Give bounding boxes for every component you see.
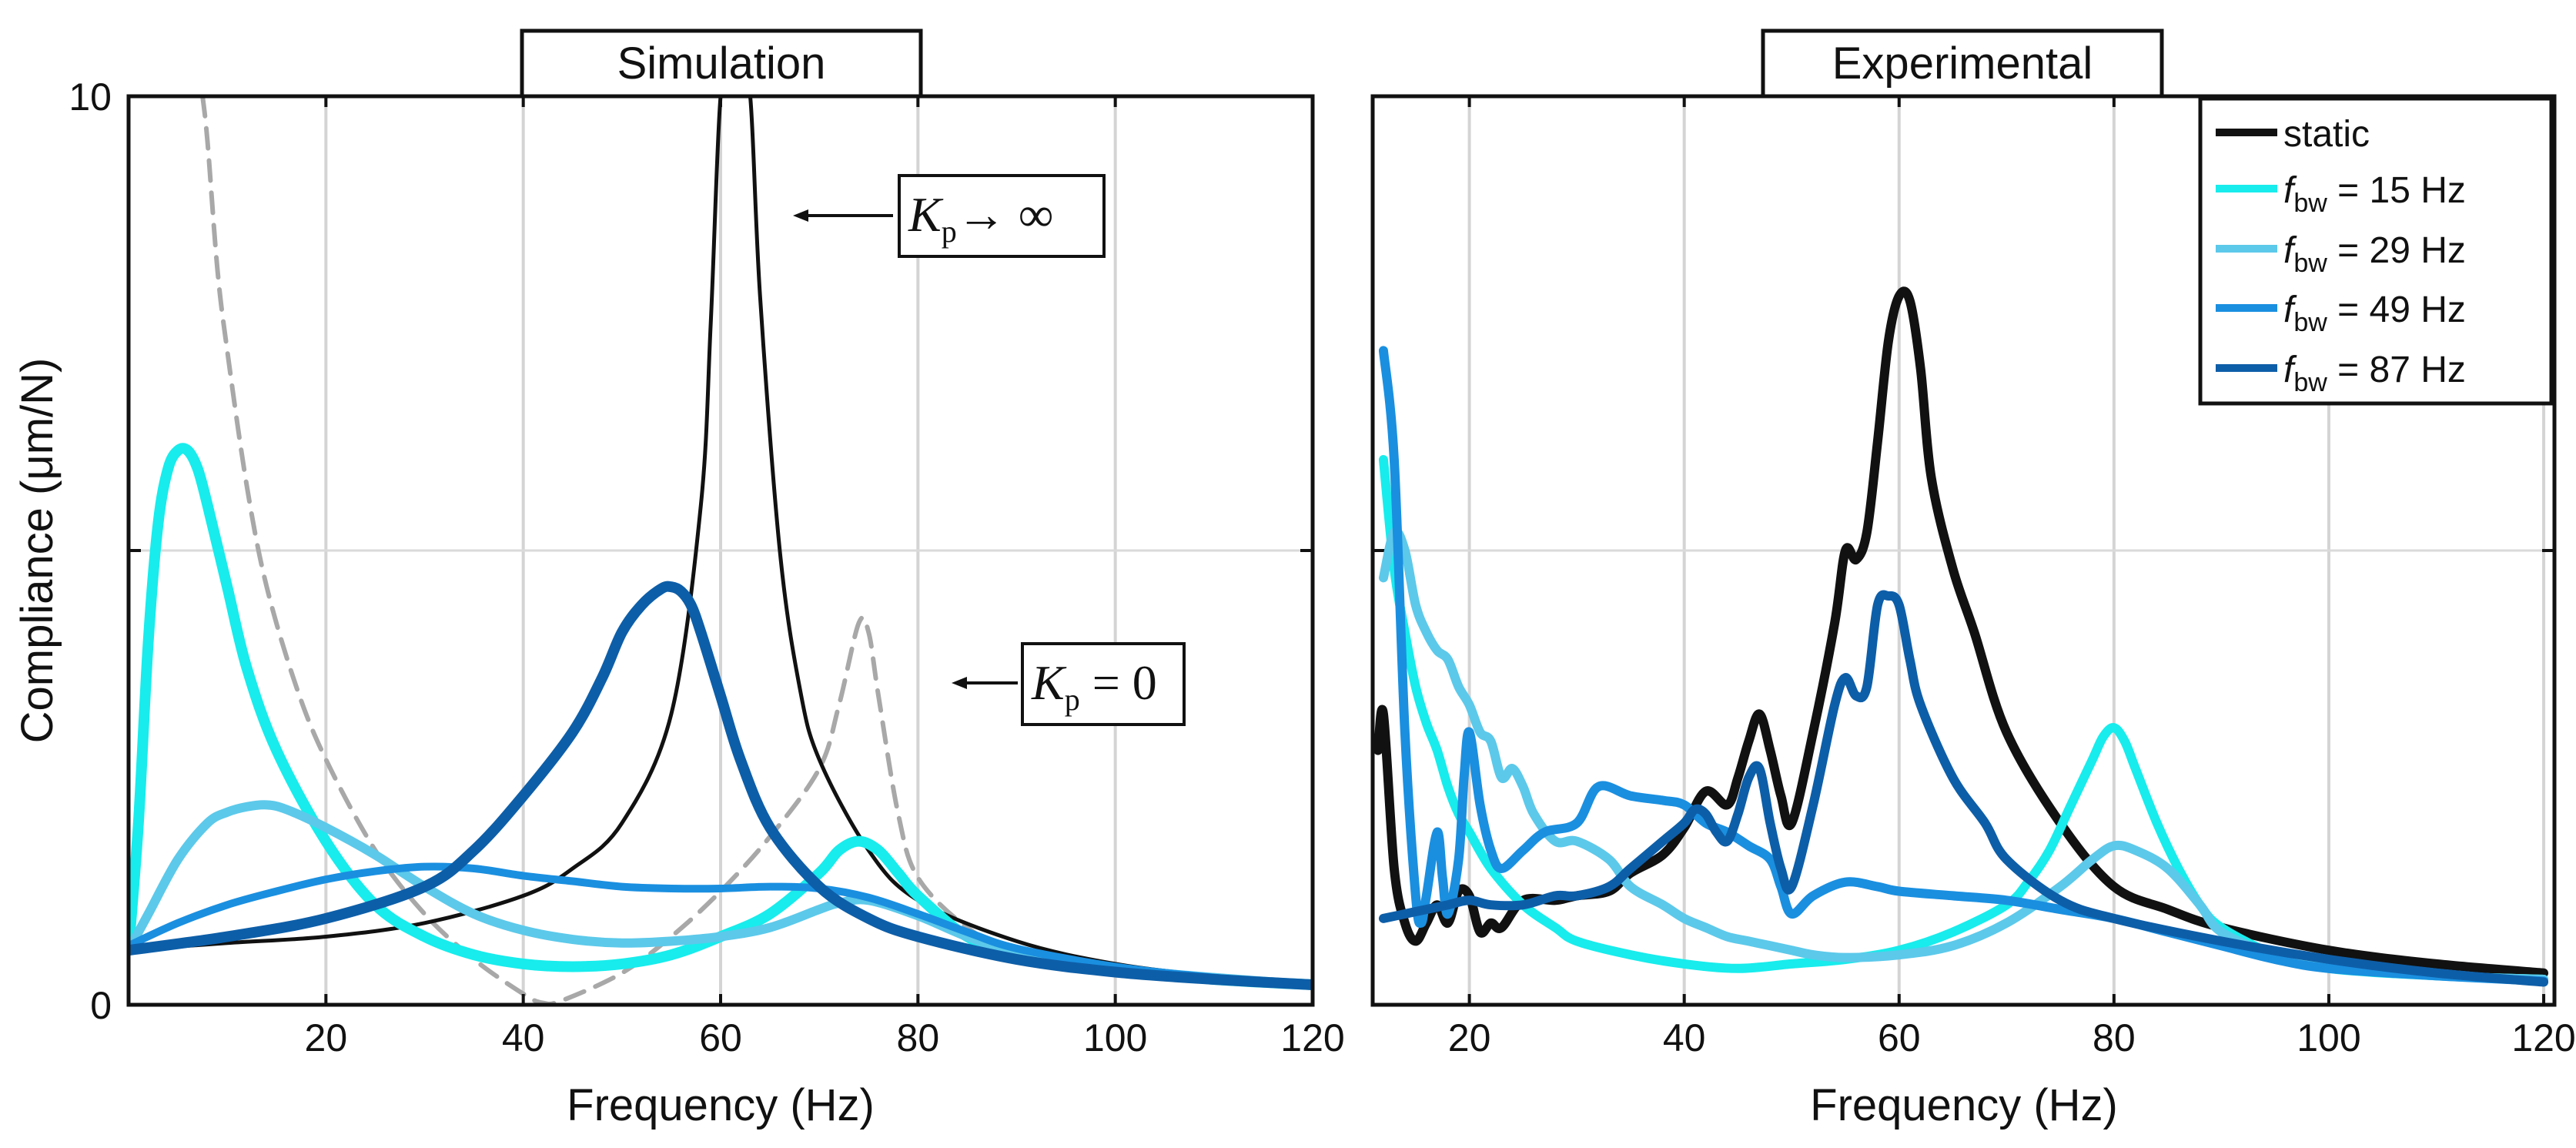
legend-label-f15: fbw = 15 Hz [2283, 170, 2466, 218]
experimental-series [1373, 286, 2549, 987]
simulation-x-axis-label: Frequency (Hz) [567, 1080, 875, 1130]
simulation-xtick-label-80: 80 [897, 1016, 940, 1059]
experimental-title: Experimental [1832, 38, 2093, 89]
annotation-kp-infinity: Kp→ ∞ [793, 174, 1106, 258]
simulation-xtick-label-20: 20 [305, 1016, 348, 1059]
legend-f15-tail: = 15 Hz [2327, 170, 2466, 211]
legend-f29-tail: = 29 Hz [2327, 230, 2466, 271]
experimental-xtick-label-40: 40 [1663, 1016, 1706, 1059]
legend-label-static: static [2283, 114, 2370, 155]
simulation-xtick-label-60: 60 [699, 1016, 742, 1059]
experimental-xtick-label-20: 20 [1448, 1016, 1491, 1059]
simulation-panel: 20 40 60 80 100 120 0 10 Frequency (Hz) Compli… [12, 28, 1345, 1130]
legend-label-f87: fbw = 87 Hz [2283, 350, 2466, 397]
legend: static fbw = 15 Hz fbw = 29 Hz fbw = 49 … [2198, 96, 2554, 406]
simulation-xtick-label-100: 100 [1083, 1016, 1147, 1059]
legend-f87-sub: bw [2293, 368, 2327, 397]
annotation-kp-zero-sub: p [1065, 682, 1080, 717]
simulation-series-5 [129, 581, 1313, 991]
simulation-x-ticks: 20 40 60 80 100 120 [305, 96, 1345, 1059]
legend-label-f49: fbw = 49 Hz [2283, 290, 2466, 337]
simulation-xtick-label-40: 40 [502, 1016, 545, 1059]
y-axis-label: Compliance (μm/N) [12, 358, 62, 744]
annotation-kp-zero-tail: = 0 [1080, 655, 1157, 710]
annotation-kp-zero-arrowhead [952, 677, 967, 689]
simulation-title-box [520, 28, 923, 99]
annotation-kp-zero-box [1021, 642, 1186, 726]
annotation-kp-zero: Kp = 0 [952, 642, 1186, 726]
experimental-title-box [1761, 28, 2164, 99]
legend-f49-tail: = 49 Hz [2327, 290, 2466, 330]
simulation-series-3 [129, 800, 1313, 990]
experimental-x-axis-label: Frequency (Hz) [1810, 1080, 2118, 1130]
ytick-label-10: 10 [69, 75, 112, 119]
simulation-title: Simulation [617, 38, 826, 89]
annotation-kp-zero-label: Kp = 0 [1031, 655, 1157, 717]
legend-label-f29: fbw = 29 Hz [2283, 230, 2466, 278]
annotation-kp-infinity-arrowhead [793, 209, 808, 222]
legend-f49-sub: bw [2293, 308, 2327, 337]
experimental-xtick-label-100: 100 [2297, 1016, 2360, 1059]
simulation-series-2 [129, 443, 1313, 991]
experimental-xtick-label-80: 80 [2093, 1016, 2136, 1059]
legend-f29-sub: bw [2293, 249, 2327, 278]
annotation-kp-infinity-main: K [908, 187, 944, 242]
experimental-xtick-label-60: 60 [1878, 1016, 1921, 1059]
legend-f87-tail: = 87 Hz [2327, 350, 2466, 390]
annotation-kp-infinity-tail: → ∞ [957, 187, 1054, 242]
simulation-xtick-label-120: 120 [1280, 1016, 1344, 1059]
simulation-series-4 [129, 862, 1313, 989]
simulation-series-0 [200, 96, 1313, 1005]
annotation-kp-zero-main: K [1031, 655, 1067, 710]
experimental-series-4 [1378, 590, 2549, 987]
annotation-kp-infinity-label: Kp→ ∞ [908, 187, 1053, 249]
legend-f15-sub: bw [2293, 189, 2327, 218]
annotation-kp-infinity-sub: p [942, 214, 957, 249]
simulation-series [129, 96, 1313, 1005]
experimental-x-ticks: 20 40 60 80 100 120 [1448, 96, 2576, 1059]
experimental-series-0 [1373, 286, 2549, 978]
experimental-panel: 20 40 60 80 100 120 Frequency (Hz) Experiment… [1370, 28, 2576, 1130]
experimental-series-2 [1378, 527, 2549, 984]
annotation-kp-infinity-box [898, 174, 1106, 258]
experimental-xtick-label-120: 120 [2511, 1016, 2575, 1059]
ytick-label-0: 0 [90, 984, 112, 1027]
simulation-y-ticks: 0 10 [69, 75, 112, 1027]
